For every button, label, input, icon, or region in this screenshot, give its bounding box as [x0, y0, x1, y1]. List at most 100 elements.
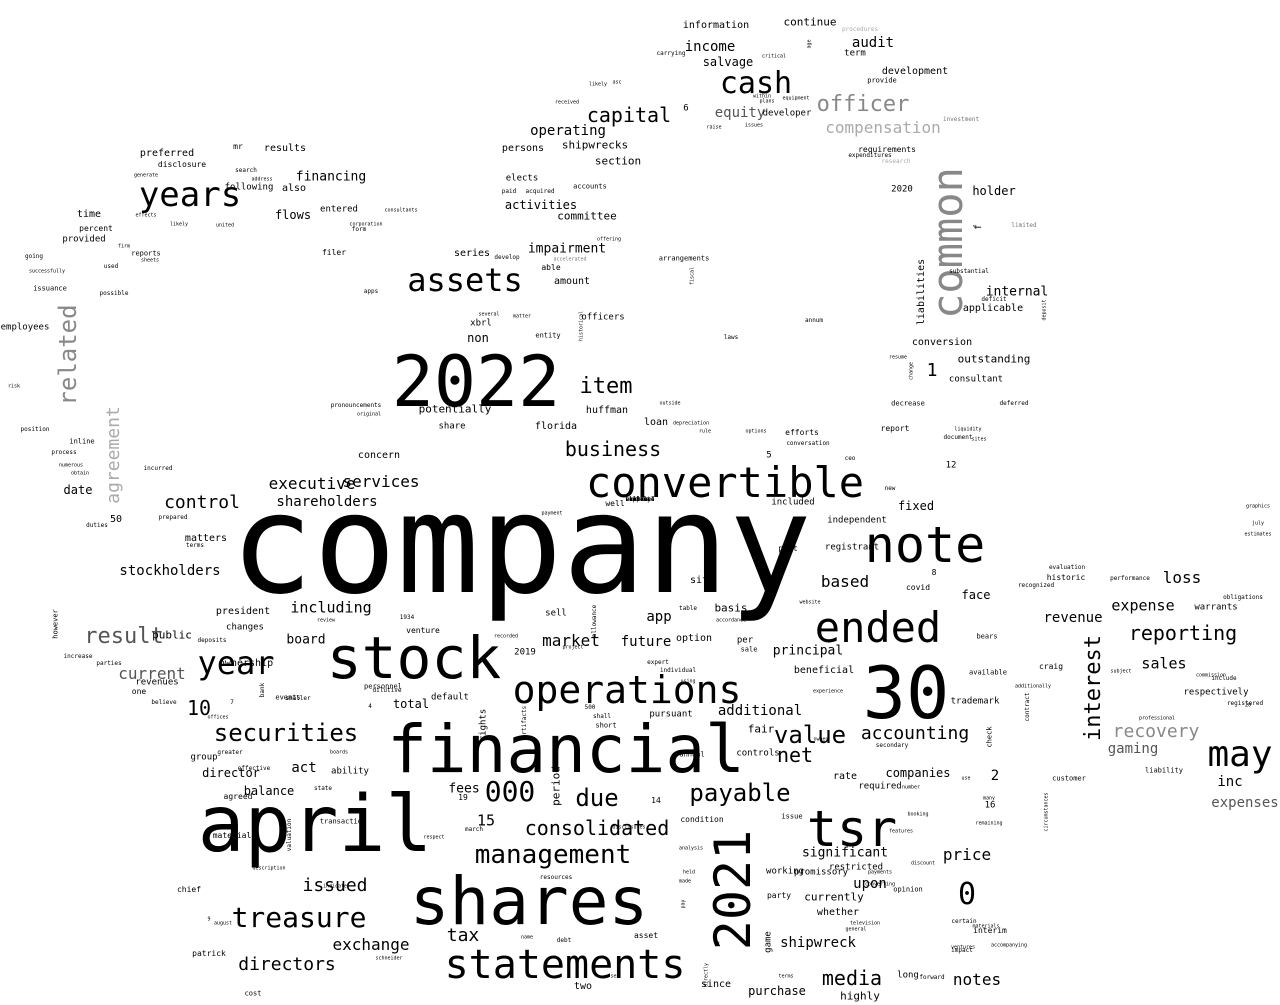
- word-224: party: [766, 891, 792, 900]
- word-59: 10: [186, 696, 212, 720]
- word-377: terms: [778, 973, 794, 980]
- word-297: laws: [723, 334, 739, 341]
- word-296: annum: [804, 317, 824, 324]
- word-295: received: [554, 99, 580, 106]
- word-237: debt: [556, 937, 572, 944]
- word-283: additionally: [1014, 683, 1052, 690]
- word-308: features: [888, 828, 914, 835]
- word-0: company: [230, 464, 812, 625]
- word-274: 20: [1244, 702, 1252, 709]
- word-246: expert: [647, 659, 669, 666]
- word-99: period: [549, 766, 563, 806]
- word-36: issued: [302, 875, 368, 896]
- word-267: filer: [321, 248, 347, 257]
- word-74: act: [291, 760, 317, 776]
- word-78: companies: [885, 766, 951, 780]
- word-97: section: [594, 154, 642, 168]
- word-317: august: [213, 920, 233, 927]
- word-77: impairment: [527, 241, 607, 257]
- word-81: financing: [295, 169, 367, 185]
- word-66: operating: [530, 123, 606, 139]
- word-136: fair: [747, 722, 775, 736]
- word-292: equipment: [782, 95, 810, 102]
- word-334: number: [901, 784, 921, 791]
- word-358: matter: [512, 313, 532, 320]
- word-55: services: [342, 472, 420, 491]
- word-105: development: [881, 66, 949, 77]
- word-32: interest: [1081, 635, 1106, 741]
- word-232: 4: [368, 703, 372, 710]
- word-322: boards: [329, 749, 349, 756]
- word-248: 1934: [399, 614, 415, 621]
- word-183: persons: [501, 143, 545, 154]
- word-359: outside: [659, 400, 681, 407]
- word-101: 2: [990, 768, 1000, 784]
- word-325: project: [562, 644, 584, 651]
- word-175: used: [103, 263, 119, 270]
- word-193: xbrl: [470, 318, 492, 329]
- word-194: non: [467, 331, 489, 345]
- word-339: circumstances: [1043, 792, 1050, 832]
- word-382: believes: [625, 496, 655, 503]
- word-25: business: [564, 437, 662, 461]
- word-133: promissory: [793, 867, 849, 878]
- word-142: basis: [714, 601, 748, 615]
- word-314: march: [464, 826, 484, 833]
- word-187: accounts: [573, 182, 607, 191]
- word-39: recovery: [1112, 721, 1200, 742]
- word-378: ventures: [950, 944, 976, 951]
- word-370: fiscal: [689, 266, 696, 286]
- word-293: carrying: [656, 50, 686, 57]
- word-241: short: [595, 721, 617, 730]
- word-139: independent: [827, 515, 887, 526]
- word-16: may: [1207, 734, 1273, 775]
- word-157: transaction: [319, 817, 367, 826]
- word-102: preferred: [139, 148, 195, 159]
- word-123: warrants: [1194, 602, 1238, 613]
- word-172: search: [235, 167, 257, 174]
- word-340: many: [982, 795, 996, 802]
- word-179: going: [24, 253, 44, 260]
- word-266: believe: [151, 699, 177, 706]
- word-151: revenues: [135, 677, 179, 688]
- word-276: obligations: [1223, 594, 1263, 601]
- word-52: income: [684, 39, 736, 55]
- word-120: concern: [357, 450, 401, 461]
- word-215: available: [969, 668, 1007, 677]
- word-299: original: [356, 411, 382, 418]
- word-26: item: [579, 374, 633, 399]
- word-265: obtain: [70, 470, 90, 477]
- word-170: disclosure: [157, 160, 207, 169]
- word-287: expenditures: [848, 152, 892, 159]
- word-37: capital: [586, 103, 672, 127]
- word-6: 30: [862, 651, 950, 735]
- word-14: common: [923, 167, 972, 319]
- word-88: 1: [926, 360, 938, 381]
- word-42: compensation: [825, 118, 941, 137]
- word-22: cash: [719, 66, 793, 101]
- word-23: consolidated: [524, 816, 670, 840]
- word-188: series: [453, 248, 491, 259]
- word-195: entity: [535, 331, 561, 340]
- word-106: president: [215, 606, 271, 617]
- word-263: incurred: [143, 465, 173, 472]
- word-300: made: [678, 878, 692, 885]
- word-134: restricted: [828, 862, 884, 873]
- word-7: note: [864, 516, 986, 574]
- word-346: sheets: [140, 257, 160, 264]
- word-286: requirements: [858, 145, 916, 154]
- word-63: including: [290, 598, 372, 617]
- word-153: group: [190, 752, 218, 763]
- word-115: information: [682, 20, 750, 31]
- word-229: part: [778, 544, 798, 553]
- word-323: review: [316, 617, 336, 624]
- word-253: dilutive: [372, 687, 402, 694]
- word-203: applicable: [962, 303, 1024, 314]
- word-280: subject: [1110, 668, 1132, 675]
- word-230: 50: [109, 514, 123, 525]
- word-122: respectively: [1183, 687, 1249, 698]
- word-159: patrick: [192, 949, 226, 958]
- word-254: greater: [217, 749, 243, 756]
- word-45: exchange: [332, 935, 410, 954]
- word-197: share: [438, 421, 466, 432]
